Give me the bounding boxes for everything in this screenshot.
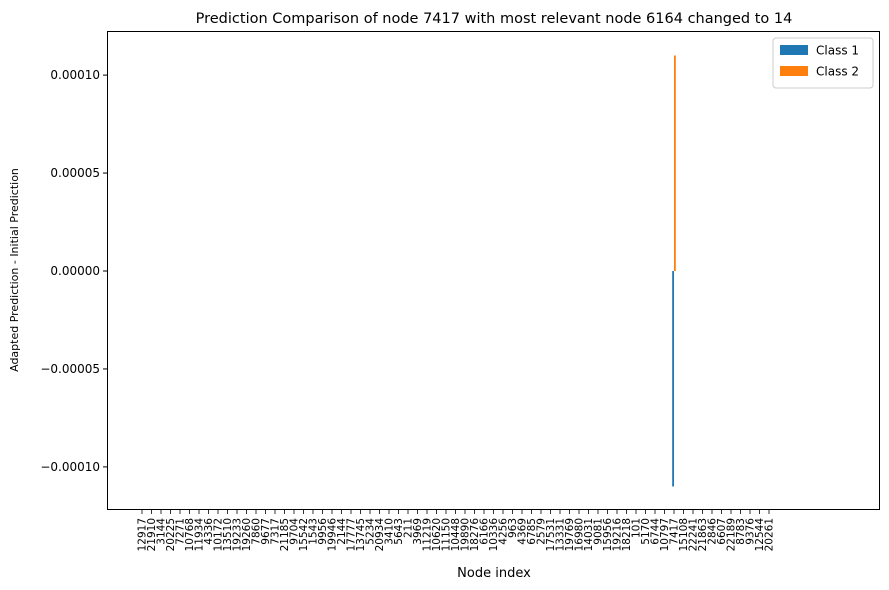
x-tick-label: 14031 xyxy=(583,518,595,551)
y-tick-label: 0.00005 xyxy=(50,166,100,180)
x-tick-label: 22189 xyxy=(726,518,738,551)
x-tick-label: 21863 xyxy=(697,518,709,551)
x-tick-label: 2144 xyxy=(336,518,348,545)
y-tick-label: 0.00000 xyxy=(50,264,100,278)
x-tick-label: 2846 xyxy=(707,518,719,545)
x-tick-label: 15956 xyxy=(602,518,614,552)
x-tick-label: 20261 xyxy=(764,518,776,551)
x-tick-label: 19260 xyxy=(241,518,253,551)
bar-class-2-7417 xyxy=(674,55,676,272)
legend: Class 1 Class 2 xyxy=(772,37,874,89)
x-tick-label: 7317 xyxy=(270,518,282,545)
x-tick-label: 19233 xyxy=(232,518,244,551)
x-tick-label: 3144 xyxy=(156,518,168,545)
legend-swatch xyxy=(780,45,808,55)
x-tick-label: 4256 xyxy=(498,518,510,545)
x-tick-label: 18218 xyxy=(621,518,633,551)
x-tick-label: 9376 xyxy=(745,518,757,545)
x-tick-label: 18276 xyxy=(469,518,481,552)
x-tick-label: 21185 xyxy=(279,518,291,551)
x-tick-label: 5234 xyxy=(365,518,377,545)
x-tick-label: 11150 xyxy=(441,518,453,551)
x-tick-label: 21910 xyxy=(146,518,158,551)
x-tick-label: 6785 xyxy=(526,518,538,545)
x-tick-label: 19946 xyxy=(327,518,339,552)
x-tick-label: 22241 xyxy=(688,518,700,551)
x-tick-label: 10448 xyxy=(450,518,462,551)
x-tick-label: 4369 xyxy=(517,518,529,545)
y-tick-label: −0.00005 xyxy=(40,362,100,376)
x-tick-label: 10768 xyxy=(184,518,196,551)
x-tick-label: 6607 xyxy=(716,518,728,545)
x-tick-label: 11934 xyxy=(194,518,206,552)
x-tick-label: 3410 xyxy=(384,518,396,545)
x-tick-label: 5170 xyxy=(640,518,652,545)
x-tick-label: 19769 xyxy=(564,518,576,551)
chart-title: Prediction Comparison of node 7417 with … xyxy=(196,11,793,27)
x-tick-label: 6166 xyxy=(479,518,491,545)
legend-swatch xyxy=(780,66,808,76)
x-tick-label: 11219 xyxy=(422,518,434,551)
y-tick-label: −0.00010 xyxy=(40,460,100,474)
x-tick-label: 2579 xyxy=(536,518,548,545)
y-axis: −0.00010 −0.00005 0.00000 0.00005 0.00010 xyxy=(40,68,108,474)
x-tick-label: 6744 xyxy=(650,518,662,545)
y-axis-title: Adapted Prediction - Initial Prediction xyxy=(8,168,21,372)
x-tick-label: 15108 xyxy=(678,518,690,551)
y-tick-label: 0.00010 xyxy=(50,68,100,82)
x-tick-label: 10797 xyxy=(659,518,671,551)
x-tick-label: 10172 xyxy=(213,518,225,551)
x-tick-label: 13331 xyxy=(555,518,567,551)
x-tick-label: 3969 xyxy=(412,518,424,545)
x-tick-label: 10336 xyxy=(488,518,500,552)
x-tick-label: 20225 xyxy=(165,518,177,551)
legend-label: Class 2 xyxy=(816,65,859,79)
x-tick-label: 7271 xyxy=(175,518,187,545)
x-tick-label: 101 xyxy=(631,518,643,538)
x-tick-label: 19216 xyxy=(612,518,624,552)
x-tick-label: 963 xyxy=(507,518,519,538)
x-tick-label: 12544 xyxy=(754,518,766,552)
x-tick-label: 15542 xyxy=(298,518,310,551)
x-tick-label: 17531 xyxy=(545,518,557,551)
x-tick-label: 7417 xyxy=(669,518,681,545)
plot-area xyxy=(107,31,880,510)
legend-label: Class 1 xyxy=(816,44,859,58)
x-tick-label: 8783 xyxy=(735,518,747,545)
x-tick-label: 211 xyxy=(403,518,415,538)
bars-layer xyxy=(672,55,676,487)
x-tick-label: 19890 xyxy=(460,518,472,551)
x-tick-label: 13510 xyxy=(222,518,234,551)
x-tick-label: 13745 xyxy=(355,518,367,551)
x-tick-label: 9704 xyxy=(289,518,301,545)
x-axis: 1291721910314420225727110768119344336101… xyxy=(137,510,776,551)
x-tick-label: 10620 xyxy=(431,518,443,551)
x-tick-label: 9956 xyxy=(317,518,329,545)
x-tick-label: 5643 xyxy=(393,518,405,545)
x-tick-label: 7860 xyxy=(251,518,263,545)
bar-class-1-7417 xyxy=(672,271,674,487)
x-tick-label: 1543 xyxy=(308,518,320,545)
x-axis-title: Node index xyxy=(457,566,531,581)
x-tick-label: 9677 xyxy=(260,518,272,545)
x-tick-label: 17777 xyxy=(346,518,358,551)
x-tick-label: 4336 xyxy=(203,518,215,545)
x-tick-label: 9081 xyxy=(593,518,605,545)
x-tick-label: 12917 xyxy=(137,518,149,551)
x-tick-label: 16980 xyxy=(574,518,586,551)
x-tick-label: 20934 xyxy=(374,518,386,552)
